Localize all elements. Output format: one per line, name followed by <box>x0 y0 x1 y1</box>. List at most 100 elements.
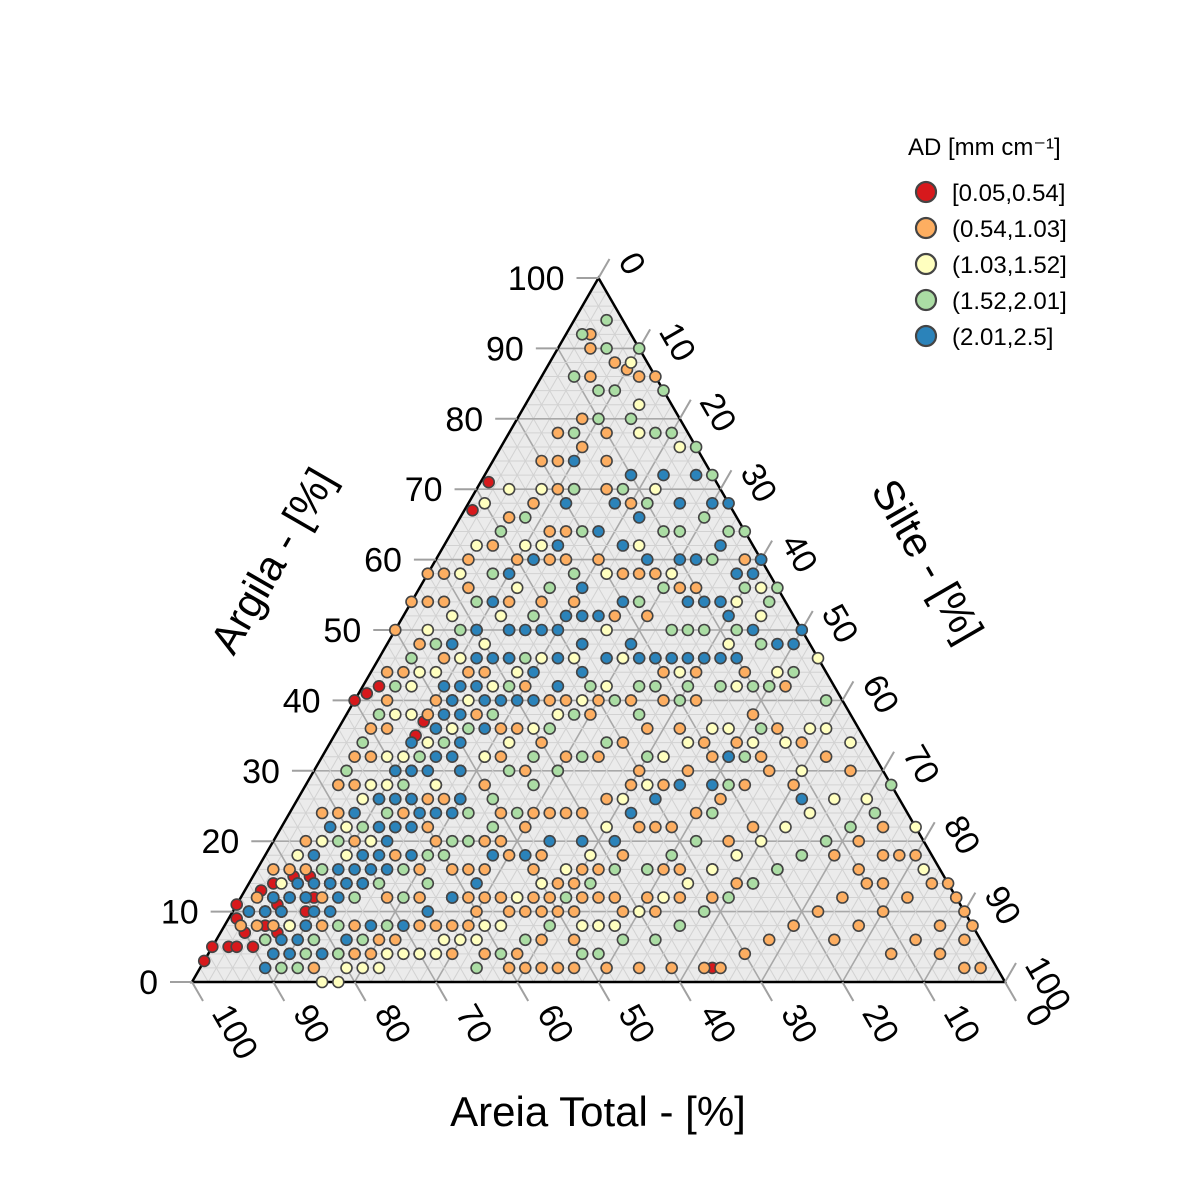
data-point <box>494 806 508 820</box>
clay-tick-label: 70 <box>405 471 443 509</box>
data-point <box>657 750 670 764</box>
data-point <box>632 708 646 721</box>
data-point <box>535 905 548 918</box>
data-point <box>649 567 662 581</box>
data-point <box>640 496 654 510</box>
legend-label: (2.01,2.5] <box>952 324 1053 351</box>
data-point <box>543 834 557 848</box>
data-point <box>575 806 589 820</box>
data-point <box>413 919 426 933</box>
data-point <box>575 834 589 848</box>
data-point <box>230 898 243 911</box>
data-point <box>624 496 638 510</box>
data-point <box>795 764 809 778</box>
data-point <box>315 919 329 933</box>
data-point <box>584 877 597 890</box>
legend-marker <box>914 180 938 204</box>
grid-line-silt <box>467 517 738 983</box>
data-point <box>331 834 345 848</box>
data-point <box>600 482 613 496</box>
data-point <box>405 708 418 721</box>
data-point <box>437 792 451 806</box>
data-point <box>535 454 548 468</box>
data-point <box>340 848 353 862</box>
data-point <box>754 722 768 735</box>
silt-tick <box>597 258 611 279</box>
data-point <box>559 750 573 764</box>
data-point <box>714 961 727 975</box>
data-point <box>632 342 646 355</box>
data-point <box>827 933 841 947</box>
grid-line-silt <box>955 939 982 983</box>
data-point <box>852 834 866 848</box>
data-point <box>518 961 532 975</box>
data-point <box>714 539 727 552</box>
data-point <box>681 623 695 637</box>
grid-line-sand <box>207 953 225 983</box>
data-point <box>478 750 492 764</box>
data-point <box>388 820 402 834</box>
data-point <box>502 905 516 918</box>
grid-line-sand <box>411 601 632 983</box>
data-point <box>722 834 735 848</box>
data-point <box>405 595 418 609</box>
grid-line-sand <box>215 939 242 983</box>
data-point <box>575 750 589 764</box>
sand-tick-label: 80 <box>367 998 419 1050</box>
data-point <box>543 553 557 566</box>
data-point <box>470 961 483 975</box>
data-point <box>518 933 532 947</box>
silt-tick-label: 40 <box>773 528 825 580</box>
data-point <box>453 736 467 749</box>
data-point <box>567 933 581 947</box>
data-point <box>527 806 540 820</box>
data-point <box>925 877 939 890</box>
data-point <box>445 806 459 820</box>
data-point <box>689 694 703 707</box>
data-point <box>567 370 581 383</box>
clay-tick-label: 90 <box>486 330 524 368</box>
data-point <box>575 412 589 426</box>
data-point <box>559 553 573 566</box>
data-point <box>616 848 630 862</box>
data-point <box>559 891 573 904</box>
data-point <box>600 679 613 693</box>
data-point <box>787 637 800 651</box>
data-point <box>494 525 508 538</box>
sand-axis-title: Areia Total - [%] <box>450 1088 746 1135</box>
data-point <box>730 567 744 581</box>
data-point <box>762 764 776 778</box>
data-point <box>787 778 800 792</box>
data-point <box>397 947 410 961</box>
data-point <box>640 609 654 623</box>
data-point <box>230 940 243 954</box>
data-point <box>527 750 540 764</box>
data-point <box>421 848 435 862</box>
data-point <box>486 679 500 693</box>
data-point <box>567 426 581 440</box>
data-point <box>494 947 508 961</box>
data-point <box>494 694 508 707</box>
data-point <box>502 567 516 581</box>
data-point <box>673 525 687 538</box>
data-point <box>697 595 711 609</box>
data-point <box>388 623 402 637</box>
data-point <box>429 778 443 792</box>
sand-tick-label: 100 <box>204 998 265 1066</box>
silt-tick-label: 30 <box>733 457 785 509</box>
data-point <box>600 342 613 355</box>
data-point <box>803 806 817 820</box>
legend-marker <box>914 288 938 312</box>
data-point <box>722 750 735 764</box>
data-point <box>283 919 296 933</box>
data-point <box>291 961 305 975</box>
data-point <box>787 665 800 679</box>
data-point <box>535 877 548 890</box>
data-point <box>445 891 459 904</box>
data-point <box>632 764 646 778</box>
data-point <box>437 567 451 581</box>
data-point <box>462 863 475 876</box>
data-point <box>575 863 589 876</box>
legend: AD [mm cm⁻¹] [0.05,0.54] (0.54,1.03] (1.03… <box>908 134 1067 351</box>
data-point <box>551 482 565 496</box>
